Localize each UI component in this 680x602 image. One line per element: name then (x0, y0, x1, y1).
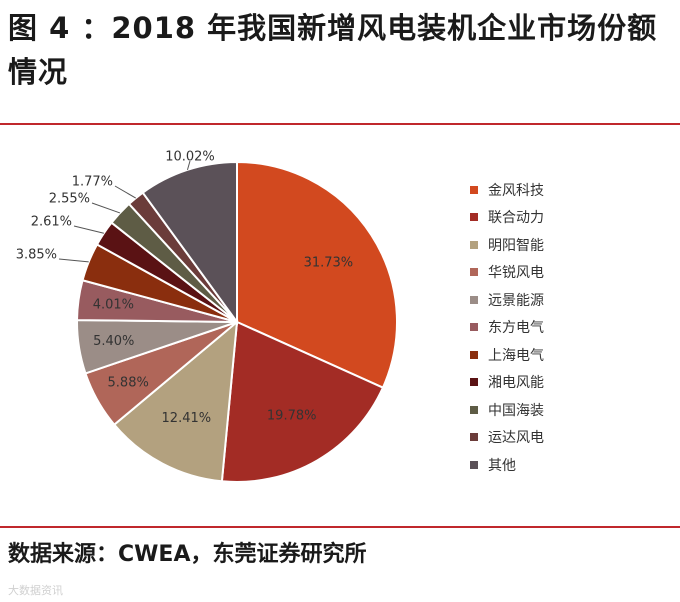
legend-item: 湘电风能 (470, 369, 544, 397)
legend-item: 金风科技 (470, 176, 544, 204)
legend-label: 运达风电 (488, 430, 544, 447)
bottom-divider (0, 526, 680, 528)
legend-item: 运达风电 (470, 424, 544, 452)
watermark-text: 大数据资讯 (8, 584, 63, 597)
legend-label: 远景能源 (488, 292, 544, 309)
legend-label: 湘电风能 (488, 375, 544, 392)
slice-label: 2.61% (31, 215, 72, 230)
slice-label: 5.40% (93, 334, 134, 349)
legend-item: 东方电气 (470, 314, 544, 342)
leader-line (91, 202, 121, 214)
legend-swatch (470, 295, 478, 304)
legend-swatch (470, 350, 478, 359)
leader-line (114, 185, 137, 199)
legend-item: 其他 (470, 451, 544, 479)
legend-label: 华锐风电 (488, 265, 544, 282)
top-divider (0, 123, 680, 125)
slice-label: 31.73% (304, 255, 354, 270)
legend-label: 明阳智能 (488, 237, 544, 254)
leader-line (186, 160, 191, 170)
legend-item: 上海电气 (470, 341, 544, 369)
legend-swatch (470, 185, 478, 194)
legend-label: 中国海装 (488, 402, 544, 419)
legend-label: 东方电气 (488, 320, 544, 337)
pie-slice (220, 320, 385, 483)
legend-label: 上海电气 (488, 347, 544, 364)
legend-label: 其他 (488, 457, 516, 474)
slice-label: 10.02% (165, 150, 215, 165)
leader-line (58, 258, 89, 263)
legend-item: 远景能源 (470, 286, 544, 314)
pie-slice (236, 160, 398, 389)
slice-label: 3.85% (16, 248, 57, 263)
legend-swatch (470, 240, 478, 249)
legend-swatch (470, 268, 478, 277)
pie-chart: 31.73% 19.78% 12.41% 5.88% 5.40% 4.01% 3.85% 2.… (16, 150, 398, 483)
leader-line (73, 225, 104, 234)
legend-item: 中国海装 (470, 396, 544, 424)
slice-label: 2.55% (49, 192, 90, 207)
legend-swatch (470, 460, 478, 469)
legend-item: 华锐风电 (470, 259, 544, 287)
chart-title: 图 4 ：2018 年我国新增风电装机企业市场份额情况 (8, 11, 658, 89)
legend-swatch (470, 378, 478, 387)
legend-label: 联合动力 (488, 210, 544, 227)
legend-swatch (470, 323, 478, 332)
slice-label: 19.78% (267, 409, 317, 424)
source-note: 数据来源：CWEA，东莞证券研究所 (8, 542, 367, 567)
slice-label: 1.77% (72, 175, 113, 190)
legend-item: 联合动力 (470, 204, 544, 232)
legend-swatch (470, 405, 478, 414)
slice-label: 5.88% (108, 376, 149, 391)
legend: 金风科技联合动力明阳智能华锐风电远景能源东方电气上海电气湘电风能中国海装运达风电… (470, 176, 544, 479)
legend-label: 金风科技 (488, 182, 544, 199)
slice-label: 4.01% (93, 297, 134, 312)
slice-label: 12.41% (162, 411, 212, 426)
legend-item: 明阳智能 (470, 231, 544, 259)
legend-swatch (470, 433, 478, 442)
pie-slice (112, 319, 239, 483)
legend-swatch (470, 213, 478, 222)
